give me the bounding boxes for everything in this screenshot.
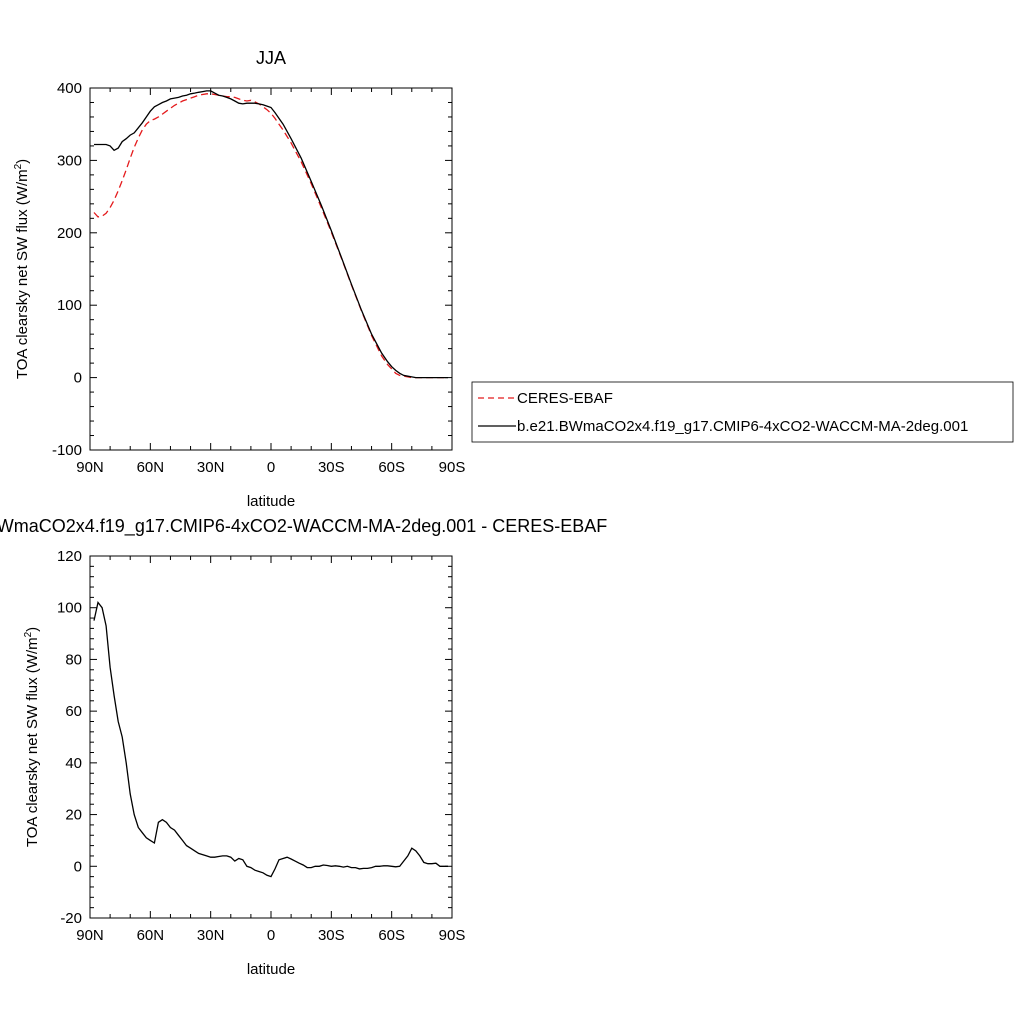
legend-label-ceres: CERES-EBAF	[517, 390, 613, 407]
x-tick-label: 60N	[137, 927, 165, 944]
series-line-0-0	[93, 93, 448, 379]
y-tick-label: 400	[57, 80, 82, 97]
bottom-panel: b.e21.BWmaCO2x4.f19_g17.CMIP6-4xCO2-WACC…	[0, 516, 607, 978]
x-tick-label: 90N	[76, 459, 104, 476]
top-plot-frame	[89, 87, 453, 451]
x-tick-label: 90N	[76, 927, 104, 944]
bottom-y-axis-title-suffix: )	[24, 627, 41, 632]
top-y-axis-title-superscript: 2	[13, 163, 24, 169]
y-tick-label: 80	[65, 651, 82, 668]
bottom-y-axis-title-main: TOA clearsky net SW flux (W/m	[24, 637, 41, 847]
top-series-lines	[93, 90, 448, 379]
x-tick-label: 30N	[197, 459, 225, 476]
x-tick-label: 30N	[197, 927, 225, 944]
series-line-0-1	[94, 90, 448, 379]
top-panel: JJA 90N 60N 30N 0 30S 60S 90S -100 0 100 200 300 400…	[13, 48, 1014, 510]
x-tick-label: 90S	[439, 927, 466, 944]
y-tick-label: 60	[65, 703, 82, 720]
y-tick-label: 100	[57, 600, 82, 617]
x-tick-label: 60S	[378, 927, 405, 944]
legend-box	[471, 381, 1014, 443]
bottom-series-lines	[93, 601, 448, 878]
bottom-axis-ticks: 90N 60N 30N 0 30S 60S 90S -20 0 20 40 60 80 100 120	[57, 548, 465, 944]
y-tick-label: -20	[60, 910, 82, 927]
bottom-y-axis-title: TOA clearsky net SW flux (W/m2)	[23, 627, 41, 847]
y-tick-label: 300	[57, 152, 82, 169]
top-y-axis-title: TOA clearsky net SW flux (W/m2)	[13, 159, 31, 379]
series-line-1-0	[93, 601, 448, 878]
bottom-y-axis-title-superscript: 2	[23, 631, 34, 637]
top-y-axis-title-suffix: )	[14, 159, 31, 164]
y-tick-label: 100	[57, 297, 82, 314]
legend-label-model: b.e21.BWmaCO2x4.f19_g17.CMIP6-4xCO2-WACC…	[517, 418, 968, 435]
bottom-chart-title: b.e21.BWmaCO2x4.f19_g17.CMIP6-4xCO2-WACC…	[0, 516, 607, 537]
x-tick-label: 90S	[439, 459, 466, 476]
y-tick-label: 200	[57, 225, 82, 242]
y-tick-label: 20	[65, 807, 82, 824]
bottom-plot-frame	[89, 555, 453, 919]
x-tick-label: 30S	[318, 927, 345, 944]
top-chart-title: JJA	[256, 48, 286, 68]
x-tick-label: 0	[267, 927, 275, 944]
y-tick-label: -100	[52, 442, 82, 459]
y-tick-label: 40	[65, 755, 82, 772]
top-axis-ticks: 90N 60N 30N 0 30S 60S 90S -100 0 100 200 300 400	[52, 80, 465, 476]
x-tick-label: 60S	[378, 459, 405, 476]
x-tick-label: 60N	[137, 459, 165, 476]
y-tick-label: 0	[74, 370, 82, 387]
top-x-axis-title: latitude	[247, 493, 295, 510]
legend: CERES-EBAF b.e21.BWmaCO2x4.f19_g17.CMIP6…	[471, 381, 1014, 443]
x-tick-label: 30S	[318, 459, 345, 476]
y-tick-label: 120	[57, 548, 82, 565]
bottom-x-axis-title: latitude	[247, 961, 295, 978]
y-tick-label: 0	[74, 858, 82, 875]
x-tick-label: 0	[267, 459, 275, 476]
top-y-axis-title-main: TOA clearsky net SW flux (W/m	[14, 169, 31, 379]
